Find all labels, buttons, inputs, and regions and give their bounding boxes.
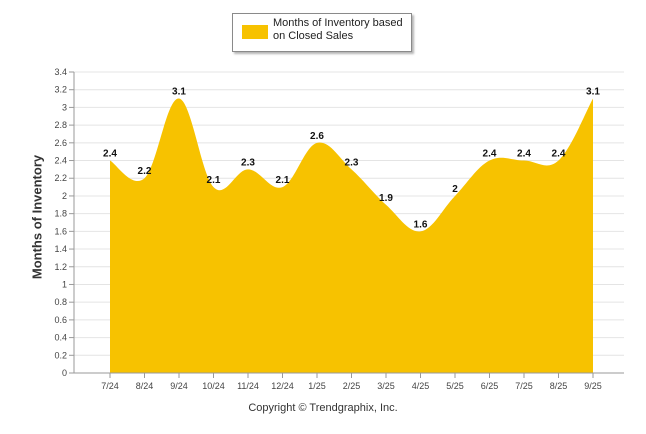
y-tick-label: 3.2 bbox=[54, 85, 67, 95]
y-tick-label: 0.2 bbox=[54, 350, 67, 360]
x-tick-label: 7/25 bbox=[515, 381, 533, 391]
legend-label: Months of Inventory based on Closed Sale… bbox=[273, 17, 403, 42]
x-tick-label: 12/24 bbox=[271, 381, 294, 391]
y-tick-label: 2.2 bbox=[54, 173, 67, 183]
y-tick-label: 2.6 bbox=[54, 138, 67, 148]
x-tick-label: 5/25 bbox=[446, 381, 464, 391]
data-label: 2.4 bbox=[483, 149, 497, 160]
y-tick-label: 1.4 bbox=[54, 244, 67, 254]
data-label: 2.4 bbox=[103, 149, 117, 160]
y-tick-label: 2.8 bbox=[54, 120, 67, 130]
y-tick-label: 2 bbox=[62, 191, 67, 201]
x-tick-label: 11/24 bbox=[237, 381, 259, 391]
data-label: 2.6 bbox=[310, 131, 324, 142]
x-tick-label: 3/25 bbox=[377, 381, 395, 391]
data-label: 2.1 bbox=[207, 175, 221, 186]
data-label: 3.1 bbox=[586, 87, 600, 98]
y-tick-label: 2.4 bbox=[54, 156, 67, 166]
copyright-text: Copyright © Trendgraphix, Inc. bbox=[248, 402, 398, 414]
series-area bbox=[110, 98, 593, 373]
y-axis-ticks: 0 0.2 0.4 0.6 0.8 1 1.2 1.4 1.6 1.8 2 2.2 2.4 2.6 2.8 3… bbox=[54, 67, 74, 378]
y-axis-title: Months of Inventory bbox=[29, 154, 45, 280]
y-tick-label: 1.2 bbox=[54, 262, 67, 272]
data-label: 2.3 bbox=[345, 157, 359, 168]
x-tick-label: 4/25 bbox=[412, 381, 430, 391]
y-tick-label: 1.8 bbox=[54, 209, 67, 219]
y-tick-label: 0.6 bbox=[54, 315, 67, 325]
y-tick-label: 0 bbox=[62, 368, 67, 378]
x-tick-label: 6/25 bbox=[481, 381, 499, 391]
y-tick-label: 1.6 bbox=[54, 226, 67, 236]
data-label: 3.1 bbox=[172, 87, 186, 98]
data-label: 1.6 bbox=[414, 219, 428, 230]
x-axis-ticks: 7/24 8/24 9/24 10/24 11/24 12/24 1/25 2/25 3/25 4… bbox=[101, 373, 602, 391]
x-tick-label: 9/24 bbox=[170, 381, 188, 391]
y-tick-label: 3.4 bbox=[54, 67, 67, 77]
x-tick-label: 9/25 bbox=[584, 381, 602, 391]
data-labels: 2.4 2.2 3.1 2.1 2.3 2.1 2.6 2.3 1.9 1.6 2 2.4 2.4 2.4… bbox=[103, 87, 600, 231]
data-label: 2.3 bbox=[241, 157, 255, 168]
y-tick-label: 3 bbox=[62, 102, 67, 112]
x-tick-label: 8/24 bbox=[136, 381, 154, 391]
data-label: 2.1 bbox=[276, 175, 290, 186]
y-tick-label: 0.8 bbox=[54, 297, 67, 307]
data-label: 1.9 bbox=[379, 193, 393, 204]
axes bbox=[73, 72, 624, 374]
data-label: 2.4 bbox=[517, 149, 531, 160]
y-tick-label: 0.4 bbox=[54, 333, 67, 343]
legend-swatch bbox=[242, 25, 268, 39]
y-tick-label: 1 bbox=[62, 279, 67, 289]
data-label: 2 bbox=[452, 184, 458, 195]
x-tick-label: 7/24 bbox=[101, 381, 119, 391]
x-tick-label: 1/25 bbox=[308, 381, 326, 391]
data-label: 2.2 bbox=[138, 166, 152, 177]
data-label: 2.4 bbox=[552, 149, 566, 160]
legend[interactable]: Months of Inventory based on Closed Sale… bbox=[232, 13, 412, 52]
x-tick-label: 8/25 bbox=[550, 381, 568, 391]
x-tick-label: 10/24 bbox=[202, 381, 225, 391]
x-tick-label: 2/25 bbox=[343, 381, 361, 391]
